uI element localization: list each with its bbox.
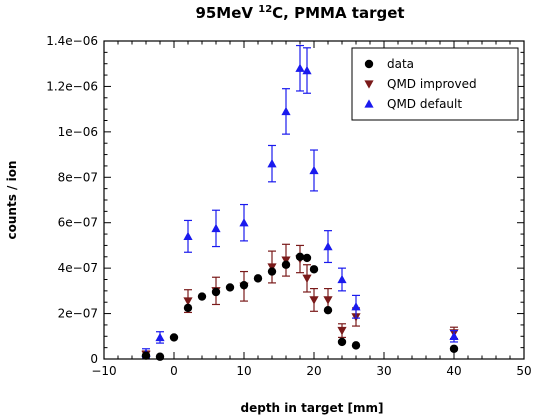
y-tick-label: 1e−06	[58, 125, 98, 139]
y-tick-labels: 0 2e−07 4e−07 6e−07 8e−07 1e−06 1.2e−06 1.4e−06	[46, 34, 98, 366]
plot-frame	[103, 40, 525, 360]
data-point	[281, 260, 291, 269]
x-tick-label: 50	[516, 364, 531, 378]
data-point	[183, 231, 193, 241]
y-tick-label: 4e−07	[58, 261, 98, 275]
legend: data QMD improved QMD default	[351, 47, 519, 121]
data-point	[337, 274, 347, 284]
legend-label: data	[387, 57, 414, 71]
legend-label: QMD default	[387, 97, 462, 111]
x-tick-label: 40	[446, 364, 461, 378]
data-point	[337, 326, 347, 336]
data-point	[302, 253, 312, 263]
legend-box	[351, 47, 519, 121]
data-point	[295, 252, 305, 261]
data-point	[351, 302, 361, 311]
legend-marker	[364, 99, 374, 108]
legend-marker	[364, 59, 374, 69]
data-point	[225, 283, 235, 292]
x-tick-labels: −10 0 10 20 30 40 50	[91, 364, 531, 378]
data-point	[211, 223, 221, 233]
data-point	[309, 165, 319, 175]
y-axis-label: counts / ion	[5, 161, 19, 240]
data-point	[253, 274, 263, 283]
chart-title: 95MeV 12C, PMMA target	[195, 4, 404, 22]
data-point	[183, 297, 193, 306]
y-tick-label: 8e−07	[58, 170, 98, 184]
data-point	[449, 331, 459, 340]
data-point	[323, 241, 333, 251]
data-point	[183, 303, 193, 313]
data-point	[141, 351, 151, 360]
data-point	[267, 159, 277, 168]
data-point	[309, 265, 319, 274]
data-point	[155, 352, 165, 361]
series-data	[141, 252, 459, 361]
y-tick-label: 1.2e−06	[46, 79, 98, 93]
x-tick-label: 20	[306, 364, 321, 378]
data-point	[323, 305, 333, 315]
data-point	[239, 280, 249, 290]
y-tick-label: 2e−07	[58, 307, 98, 321]
data-marks	[141, 44, 459, 361]
y-tick-label: 1.4e−06	[46, 34, 98, 48]
data-point	[169, 333, 179, 342]
data-point	[351, 341, 361, 350]
x-tick-label: 10	[236, 364, 251, 378]
data-point	[295, 63, 305, 72]
y-tick-label: 0	[90, 352, 98, 366]
data-point	[211, 287, 221, 297]
x-tick-label: 30	[376, 364, 391, 378]
legend-marker	[364, 80, 374, 89]
data-point	[309, 296, 319, 305]
data-point	[337, 337, 347, 347]
x-tick-label: −10	[91, 364, 116, 378]
series-qmd-improved	[141, 243, 459, 360]
data-point	[449, 344, 459, 353]
data-point	[239, 218, 249, 227]
data-point	[197, 292, 207, 301]
data-point	[267, 267, 277, 276]
legend-label: QMD improved	[387, 77, 477, 91]
x-tick-label: 0	[170, 364, 178, 378]
data-point	[302, 65, 312, 75]
data-point	[155, 332, 165, 342]
data-point	[281, 106, 291, 116]
x-axis-label: depth in target [mm]	[241, 401, 384, 415]
data-point	[323, 296, 333, 305]
data-point	[302, 274, 312, 283]
y-tick-label: 6e−07	[58, 216, 98, 230]
